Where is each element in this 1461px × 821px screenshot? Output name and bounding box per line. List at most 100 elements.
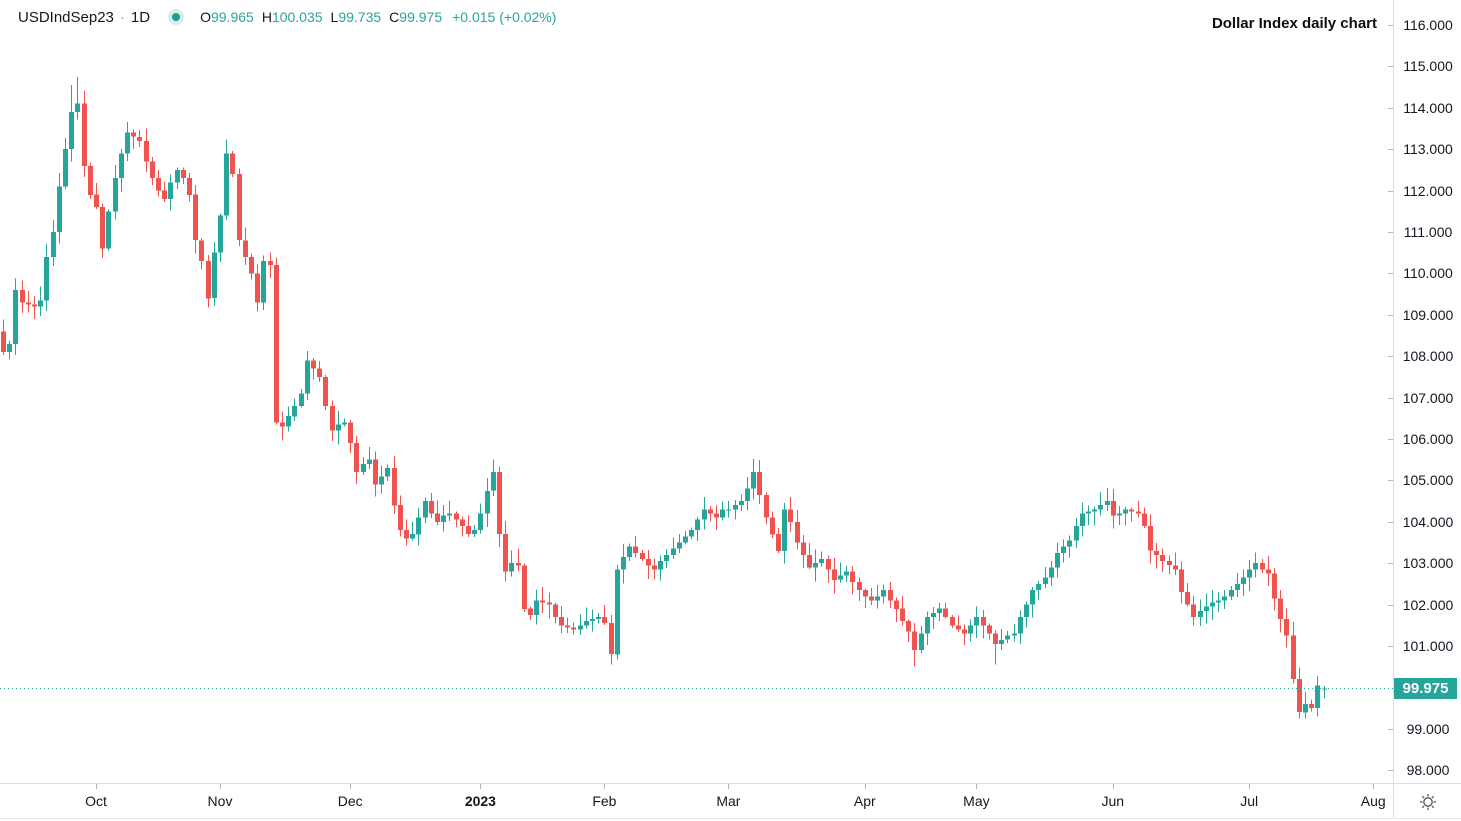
candle-body [540,600,545,603]
series-visibility-dot[interactable] [168,9,185,25]
symbol-title[interactable]: USDIndSep23 [18,8,114,26]
candle-body [602,617,607,624]
candle-body [131,132,136,137]
candle-body [261,261,266,303]
candle-body [894,600,899,609]
candle-body [94,194,99,208]
candle-body [218,215,223,253]
candle-body [757,472,762,495]
candle-body [627,546,632,557]
candle-body [528,608,533,615]
candle-body [974,617,979,626]
candle-body [342,422,347,425]
candle-body [881,590,886,597]
price-tick-label: 113.000 [1403,141,1453,158]
candle-body [423,501,428,518]
candle-body [187,178,192,195]
candle-body [485,490,490,514]
time-tick-label: Jul [1240,793,1259,809]
time-tick-label: Apr [853,793,876,809]
price-tick-label: 101.000 [1402,638,1454,654]
candle-body [1297,679,1302,713]
change-label: +0.015 (+0.02%) [452,9,557,25]
candle-body [1160,554,1165,562]
candle-body [100,207,105,249]
candle-body [906,621,911,632]
price-tick-label: 99.000 [1406,720,1450,737]
candle-body [1272,573,1277,599]
candle-body [156,178,161,191]
candle-body [652,565,657,570]
candle-body [1055,552,1060,568]
candle-body [348,422,353,444]
candle-body [1074,525,1079,541]
candlestick-chart[interactable] [0,0,1393,783]
time-tick-mark [480,784,481,789]
axis-settings-corner[interactable] [1393,783,1461,819]
candle-body [373,459,378,485]
candle-body [857,581,862,591]
candle-body [212,252,217,299]
candle-body [1018,617,1023,634]
time-axis[interactable]: Oct Nov Dec 2023 Feb Mar Apr May Jun Jul Aug [0,783,1393,819]
candle-body [553,604,558,617]
price-tick-label: 116.000 [1403,17,1453,33]
price-tick-label: 114.000 [1403,99,1453,116]
candle-body [57,186,62,232]
candle-body [460,519,465,526]
price-axis[interactable]: 116.000 115.000 114.000 113.000 112.000 111.0… [1393,0,1461,783]
ohlc-values: O99.965 H100.035 L99.735 C99.975 +0.015 … [200,9,556,25]
candle-body [726,509,731,511]
price-tick-label: 107.000 [1402,389,1454,406]
candle-body [286,416,291,427]
candle-body [317,368,322,377]
low-value: L99.735 [330,9,382,25]
candle-body [869,596,874,601]
candle-body [596,617,601,620]
candle-body [243,240,248,257]
candle-body [224,153,229,216]
time-tick-mark [865,784,866,789]
candle-body [1043,577,1048,584]
candle-body [1222,596,1227,601]
candle-body [919,633,924,651]
interval-label[interactable]: 1D [130,8,151,26]
candle-body [144,140,149,162]
candle-body [776,534,781,551]
time-tick-label: Dec [337,793,363,809]
candle-body [1111,501,1116,516]
chart-title-annotation: Dollar Index daily chart [1211,15,1377,32]
candle-body [1154,550,1159,555]
price-tick-label: 109.000 [1402,306,1454,323]
candle-body [410,534,415,539]
candle-body [559,617,564,626]
candle-body [832,569,837,580]
candle-body [838,575,843,580]
candle-body [13,290,18,344]
candle-body [1198,610,1203,617]
candle-body [801,542,806,555]
candle-body [764,494,769,518]
open-value: O99.965 [200,9,254,25]
candle-body [981,617,986,626]
time-tick-mark [220,784,221,789]
candle-body [20,290,25,303]
candle-body [547,602,552,605]
candle-body [863,590,868,597]
candle-body [1142,513,1147,526]
last-price-badge: 99.975 [1394,677,1457,699]
candle-body [516,563,521,566]
candle-body [1067,540,1072,547]
candle-body [268,261,273,266]
candle-body [1247,569,1252,578]
candle-body [1136,511,1141,514]
time-tick-label: Jun [1101,793,1125,809]
candle-body [32,304,37,307]
candle-body [1291,635,1296,680]
candle-body [664,554,669,562]
candle-body [379,476,384,485]
time-tick-label: Oct [85,793,107,809]
candle-body [788,509,793,522]
price-tick-label: 108.000 [1402,348,1454,365]
candle-body [733,505,738,510]
